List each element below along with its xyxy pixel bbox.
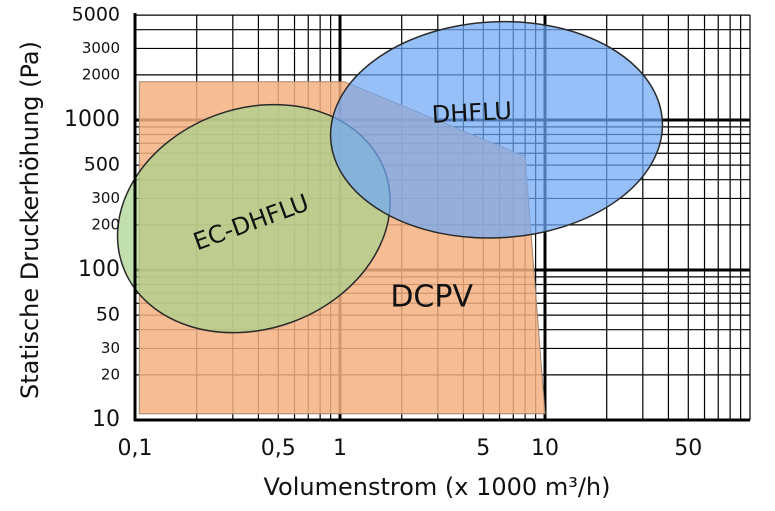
y-tick-label: 5000: [72, 4, 120, 26]
x-tick-label: 10: [531, 436, 559, 461]
y-tick-label: 20: [101, 365, 120, 383]
y-axis-label: Statische Druckerhöhung (Pa): [16, 41, 44, 399]
y-tick-label: 50: [96, 304, 120, 326]
x-tick-label: 0,1: [118, 436, 153, 461]
y-tick-label: 10: [92, 407, 120, 432]
y-tick-label: 100: [78, 257, 120, 282]
x-tick-label: 1: [333, 436, 347, 461]
y-tick-label: 3000: [82, 39, 120, 57]
axes: [133, 13, 750, 422]
y-tick-label: 2000: [82, 65, 120, 83]
region-dhflu: [329, 20, 664, 239]
y-tick-label: 500: [84, 154, 120, 176]
tick-labels: 0,1 0,5 1 5 10 50 10 20 30 50 100 200 300 500 1000 2000…: [64, 4, 702, 461]
y-tick-label: 1000: [64, 107, 120, 132]
y-tick-label: 200: [91, 215, 120, 233]
y-tick-label: 30: [101, 339, 120, 357]
x-tick-label: 0,5: [261, 436, 296, 461]
x-tick-label: 50: [674, 436, 702, 461]
region-label-dcpv: DCPV: [390, 280, 473, 315]
x-axis-label: Volumenstrom (x 1000 m³/h): [264, 473, 611, 501]
region-label-dhflu: DHFLU: [431, 97, 512, 129]
x-tick-label: 5: [476, 436, 490, 461]
y-tick-label: 300: [91, 189, 120, 207]
